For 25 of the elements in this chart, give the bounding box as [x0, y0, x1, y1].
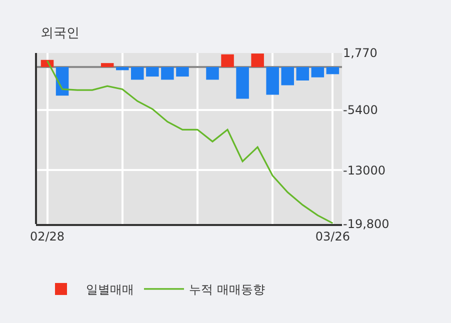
x-tick-label: 03/26 [315, 229, 350, 244]
bar [326, 67, 340, 74]
bar [221, 54, 234, 68]
bar [146, 67, 159, 77]
y-tick-label: -13000 [343, 163, 386, 178]
x-tick-label: 02/28 [30, 229, 65, 244]
bar [311, 67, 324, 78]
line-series [46, 60, 334, 224]
bar [131, 67, 144, 80]
bar [176, 67, 189, 77]
bar [251, 54, 264, 68]
bar [161, 67, 174, 80]
bar [206, 67, 219, 80]
bar [236, 67, 249, 99]
legend-label: 누적 매매동향 [189, 282, 265, 297]
bar [116, 67, 129, 70]
bar [281, 67, 294, 86]
bar [296, 67, 310, 81]
chart-title: 외국인 [40, 26, 80, 41]
y-tick-label: -5400 [343, 103, 378, 118]
bar [266, 67, 279, 95]
legend-label: 일별매매 [86, 282, 134, 297]
y-tick-label: 1,770 [343, 46, 378, 60]
y-tick-label: -19,800 [343, 217, 390, 232]
bar [100, 63, 114, 68]
